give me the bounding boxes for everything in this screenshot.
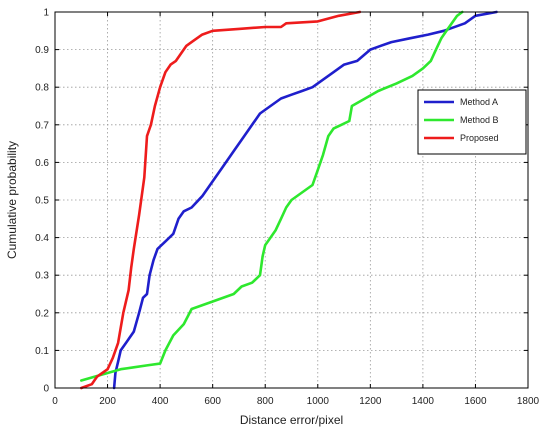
series-line-method-b xyxy=(80,10,464,382)
x-tick-label: 600 xyxy=(204,396,221,407)
y-tick-label: 0.8 xyxy=(35,83,49,94)
x-tick-label: 200 xyxy=(99,396,116,407)
x-axis-label: Distance error/pixel xyxy=(240,413,343,427)
legend: Method A Method B Proposed xyxy=(417,89,527,155)
axis-ticks: 0 200 400 600 800 1000 1200 1400 1600 1800 0 0.1 0.2… xyxy=(35,8,539,408)
x-tick-label: 1400 xyxy=(412,396,435,407)
grid-lines xyxy=(55,12,528,388)
legend-label-method-a: Method A xyxy=(460,97,498,107)
legend-box xyxy=(417,89,527,155)
y-tick-label: 0.2 xyxy=(35,308,49,319)
x-tick-label: 1200 xyxy=(359,396,382,407)
y-tick-label: 0 xyxy=(43,384,49,395)
y-axis-label: Cumulative probability xyxy=(5,141,19,259)
y-tick-label: 0.5 xyxy=(35,196,49,207)
series-line-proposed xyxy=(80,10,362,390)
x-tick-label: 0 xyxy=(52,396,58,407)
series-line-method-a xyxy=(112,10,498,390)
y-tick-label: 0.9 xyxy=(35,45,49,56)
x-tick-label: 1600 xyxy=(464,396,487,407)
y-tick-label: 0.4 xyxy=(35,233,49,244)
x-tick-label: 800 xyxy=(257,396,274,407)
x-tick-label: 1000 xyxy=(307,396,330,407)
legend-label-proposed: Proposed xyxy=(460,133,499,143)
y-tick-label: 1 xyxy=(43,8,49,19)
x-tick-label: 400 xyxy=(152,396,169,407)
legend-label-method-b: Method B xyxy=(460,115,499,125)
x-tick-label: 1800 xyxy=(517,396,540,407)
series-lines xyxy=(80,10,498,390)
y-tick-label: 0.3 xyxy=(35,271,49,282)
y-tick-label: 0.7 xyxy=(35,120,49,131)
y-tick-label: 0.1 xyxy=(35,346,49,357)
y-tick-label: 0.6 xyxy=(35,158,49,169)
